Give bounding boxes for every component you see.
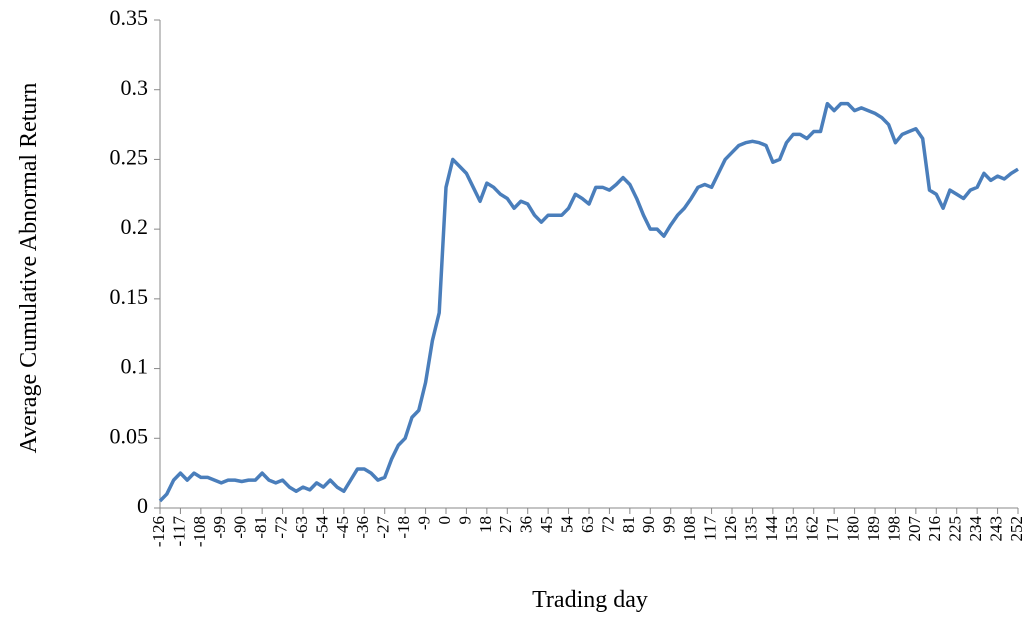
x-tick-label: 81 [619,516,638,533]
y-tick-label: 0 [137,493,148,518]
x-tick-label: -9 [414,516,433,530]
x-tick-label: -72 [271,516,290,539]
x-tick-label: -126 [149,516,168,547]
x-tick-label: 72 [598,516,617,533]
x-tick-label: 162 [803,516,822,542]
x-tick-label: 108 [680,516,699,542]
x-tick-label: 36 [517,516,536,533]
x-tick-label: 18 [476,516,495,533]
x-tick-label: 171 [823,516,842,542]
x-tick-label: 135 [741,516,760,542]
x-tick-label: -36 [353,516,372,539]
x-tick-label: 225 [946,516,965,542]
x-tick-label: 144 [762,516,781,542]
x-tick-label: 153 [782,516,801,542]
x-tick-label: 45 [537,516,556,533]
y-axis-title: Average Cumulative Abnormal Return [16,83,42,454]
y-tick-label: 0.1 [121,354,149,379]
x-tick-label: -54 [312,516,331,539]
x-tick-label: 234 [966,516,985,542]
x-tick-label: 126 [721,516,740,542]
x-tick-label: -99 [210,516,229,539]
x-tick-label: -108 [190,516,209,547]
x-tick-label: 54 [557,516,576,534]
x-axis-title: Trading day [532,587,648,613]
x-tick-label: 27 [496,516,515,534]
x-tick-label: -81 [251,516,270,539]
x-tick-label: -18 [394,516,413,539]
y-tick-label: 0.2 [121,214,149,239]
x-tick-label: 0 [435,516,454,525]
x-tick-label: 99 [660,516,679,533]
x-tick-label: 9 [455,516,474,525]
x-tick-label: -90 [231,516,250,539]
y-tick-label: 0.05 [110,423,149,448]
x-tick-label: 189 [864,516,883,542]
x-tick-label: -117 [169,516,188,547]
x-tick-label: 180 [843,516,862,542]
x-tick-label: 117 [700,516,719,541]
x-tick-label: 198 [884,516,903,542]
y-tick-label: 0.25 [110,144,149,169]
x-tick-label: 216 [925,516,944,542]
y-tick-label: 0.15 [110,284,149,309]
x-tick-label: 243 [986,516,1005,542]
data-line [158,101,1019,503]
x-tick-label: 90 [639,516,658,533]
y-tick-label: 0.35 [110,5,149,30]
x-tick-label: 63 [578,516,597,533]
x-tick-label: 252 [1007,516,1026,542]
x-tick-label: 207 [905,516,924,542]
x-tick-label: -27 [374,516,393,539]
x-tick-label: -63 [292,516,311,539]
x-tick-label: -45 [333,516,352,539]
y-tick-label: 0.3 [121,75,149,100]
